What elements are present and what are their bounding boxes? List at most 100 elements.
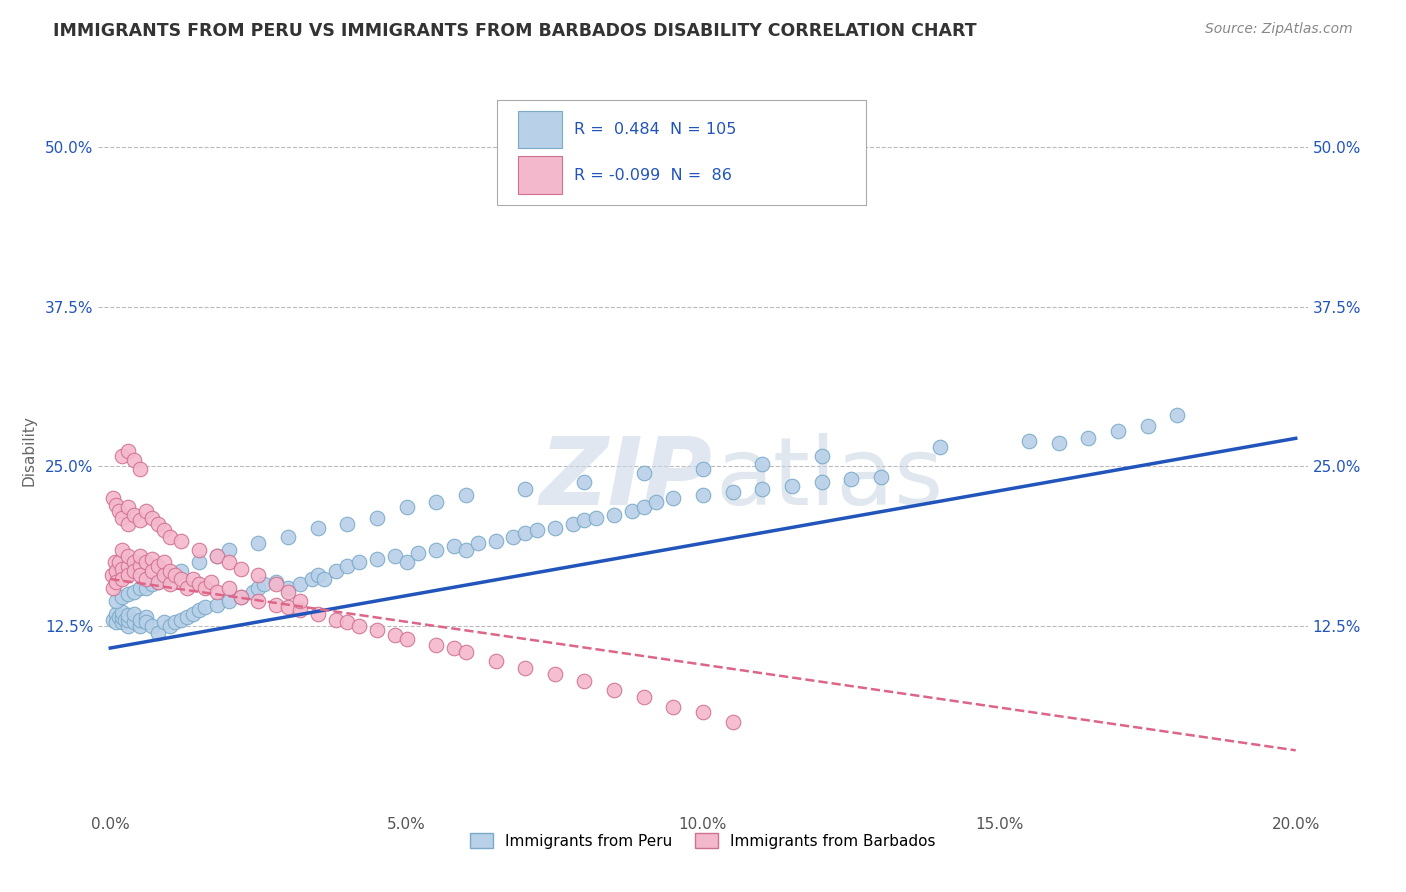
- Point: [188, 555, 211, 569]
- Point: [425, 542, 447, 557]
- Point: [277, 581, 299, 595]
- Point: [425, 495, 447, 509]
- Point: [194, 600, 217, 615]
- Text: atlas: atlas: [716, 434, 943, 525]
- Point: [103, 581, 125, 595]
- Point: [408, 546, 430, 560]
- Point: [264, 598, 287, 612]
- Point: [325, 564, 347, 578]
- Point: [135, 581, 157, 595]
- Point: [288, 602, 311, 616]
- Point: [188, 577, 211, 591]
- Point: [105, 574, 128, 589]
- Point: [117, 500, 139, 515]
- Point: [108, 610, 131, 624]
- Point: [117, 444, 139, 458]
- Point: [205, 584, 228, 599]
- Point: [108, 504, 131, 518]
- Text: ZIP: ZIP: [540, 434, 713, 525]
- Point: [644, 495, 666, 509]
- Point: [633, 690, 655, 704]
- Point: [205, 549, 228, 563]
- Point: [662, 491, 685, 506]
- Point: [692, 462, 714, 476]
- Point: [141, 551, 163, 566]
- Point: [526, 524, 548, 538]
- Point: [146, 516, 169, 531]
- Point: [312, 572, 335, 586]
- Point: [152, 572, 174, 586]
- Point: [122, 564, 145, 578]
- Point: [176, 610, 198, 624]
- Point: [165, 568, 187, 582]
- Point: [347, 555, 370, 569]
- Point: [111, 610, 134, 624]
- Point: [229, 590, 252, 604]
- Point: [122, 555, 145, 569]
- Point: [129, 549, 152, 563]
- Point: [544, 666, 567, 681]
- Point: [810, 449, 832, 463]
- Point: [561, 516, 583, 531]
- Point: [194, 581, 217, 595]
- Point: [159, 577, 181, 591]
- Point: [443, 539, 465, 553]
- Point: [111, 605, 134, 619]
- Point: [105, 564, 128, 578]
- Point: [101, 568, 124, 582]
- Point: [135, 504, 157, 518]
- Text: R = -0.099  N =  86: R = -0.099 N = 86: [574, 168, 731, 183]
- Point: [277, 584, 299, 599]
- Point: [188, 602, 211, 616]
- Point: [454, 487, 477, 501]
- Point: [1107, 424, 1129, 438]
- Point: [218, 555, 240, 569]
- Text: IMMIGRANTS FROM PERU VS IMMIGRANTS FROM BARBADOS DISABILITY CORRELATION CHART: IMMIGRANTS FROM PERU VS IMMIGRANTS FROM …: [53, 22, 977, 40]
- Point: [218, 593, 240, 607]
- Point: [395, 555, 418, 569]
- Point: [146, 625, 169, 640]
- Point: [366, 551, 388, 566]
- Point: [484, 533, 506, 548]
- Point: [366, 623, 388, 637]
- Point: [117, 607, 139, 622]
- Point: [336, 615, 359, 630]
- Point: [170, 613, 193, 627]
- FancyBboxPatch shape: [498, 100, 866, 205]
- Point: [117, 559, 139, 574]
- Point: [253, 577, 276, 591]
- Point: [205, 549, 228, 563]
- Point: [484, 654, 506, 668]
- Point: [129, 613, 152, 627]
- Point: [176, 581, 198, 595]
- Point: [443, 640, 465, 655]
- Point: [141, 564, 163, 578]
- Point: [188, 542, 211, 557]
- Y-axis label: Disability: Disability: [21, 415, 37, 486]
- Text: R =  0.484  N = 105: R = 0.484 N = 105: [574, 122, 735, 137]
- Legend: Immigrants from Peru, Immigrants from Barbados: Immigrants from Peru, Immigrants from Ba…: [464, 827, 942, 855]
- Point: [146, 559, 169, 574]
- Point: [111, 590, 134, 604]
- Point: [384, 628, 406, 642]
- Point: [662, 699, 685, 714]
- Point: [633, 466, 655, 480]
- Point: [117, 619, 139, 633]
- Point: [325, 613, 347, 627]
- Point: [181, 572, 204, 586]
- Point: [721, 485, 744, 500]
- Point: [200, 574, 222, 589]
- Point: [229, 562, 252, 576]
- Point: [108, 555, 131, 569]
- Point: [347, 619, 370, 633]
- Point: [135, 610, 157, 624]
- Point: [1166, 409, 1188, 423]
- Point: [467, 536, 489, 550]
- Point: [395, 500, 418, 515]
- Point: [247, 581, 270, 595]
- Point: [585, 510, 607, 524]
- Point: [929, 440, 952, 454]
- Point: [307, 607, 329, 621]
- Point: [1047, 436, 1070, 450]
- Point: [152, 615, 174, 630]
